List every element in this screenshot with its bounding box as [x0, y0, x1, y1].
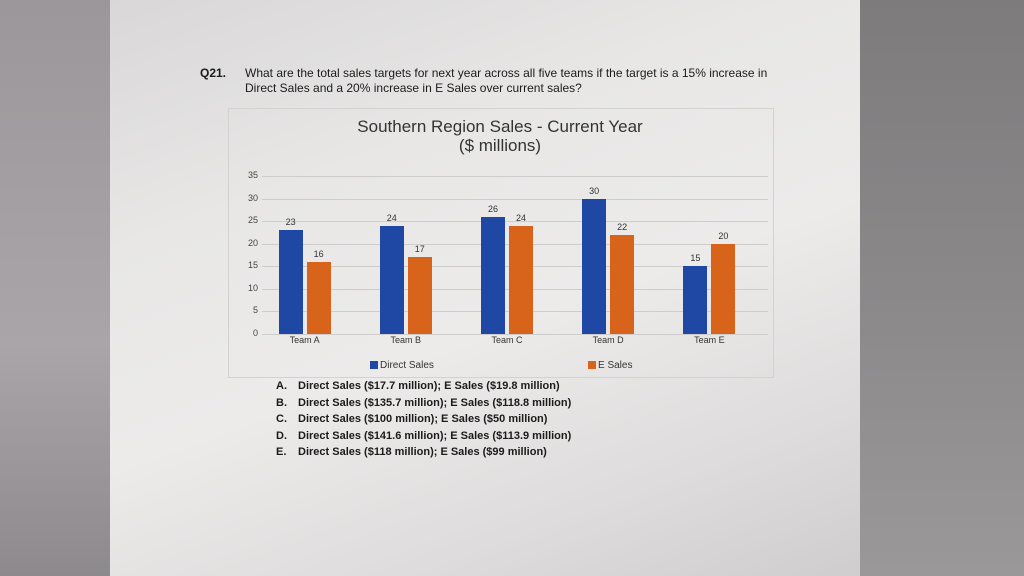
option-letter: C.	[276, 413, 287, 425]
bar-direct-sales-team-d	[582, 198, 607, 334]
gridline	[262, 334, 768, 335]
question-text: What are the total sales targets for nex…	[245, 66, 768, 95]
y-tick-label: 20	[247, 237, 258, 248]
bar-value-label: 22	[617, 221, 628, 232]
option-letter: B.	[276, 396, 287, 409]
answer-option-a[interactable]: A. Direct Sales ($17.7 million); E Sales …	[276, 378, 571, 395]
monitor-bezel-left	[0, 0, 110, 576]
answer-option-b[interactable]: B. Direct Sales ($135.7 million); E Sales…	[276, 395, 571, 412]
chart-title: Southern Region Sales - Current Year ($ …	[228, 117, 772, 155]
x-tick-label: Team A	[289, 335, 320, 345]
bar-value-label: 23	[285, 217, 296, 228]
option-text: Direct Sales ($118 million); E Sales ($9…	[298, 446, 547, 458]
y-tick-label: 35	[247, 170, 258, 180]
option-letter: E.	[276, 446, 287, 458]
option-letter: A.	[276, 380, 287, 392]
chart-frame	[228, 108, 774, 378]
bar-value-label: 26	[487, 203, 498, 214]
bar-e-sales-team-b	[407, 257, 432, 334]
bar-value-label: 30	[589, 185, 600, 196]
chart-subtitle: ($ millions)	[458, 136, 542, 155]
x-tick-label: Team D	[592, 335, 624, 345]
bar-e-sales-team-e	[711, 243, 736, 334]
y-tick-label: 30	[247, 192, 258, 203]
x-tick-label: Team B	[390, 335, 422, 345]
y-tick-label: 15	[247, 260, 258, 271]
bar-direct-sales-team-c	[481, 216, 505, 334]
option-letter: D.	[276, 429, 287, 442]
legend-direct-sales: Direct Sales	[370, 360, 434, 371]
legend-label-esales: E Sales	[598, 360, 633, 371]
question-number: Q21.	[200, 66, 227, 80]
bar-value-label: 24	[515, 212, 526, 223]
legend-label-direct: Direct Sales	[380, 360, 434, 371]
monitor-bezel-right	[860, 0, 1024, 576]
plot-area: 23 16 24 17 26 24 30 22 15 20	[262, 176, 768, 335]
bar-e-sales-team-d	[610, 234, 635, 334]
gridline	[262, 221, 768, 223]
y-tick-label: 25	[247, 215, 258, 226]
x-tick-label: Team C	[491, 335, 523, 345]
answer-option-d[interactable]: D. Direct Sales ($141.6 million); E Sales…	[276, 428, 571, 445]
y-tick-label: 0	[252, 328, 258, 338]
bar-e-sales-team-a	[306, 261, 331, 334]
legend-swatch-esales	[588, 361, 596, 369]
option-text: Direct Sales ($17.7 million); E Sales ($…	[298, 380, 560, 392]
bar-direct-sales-team-e	[683, 266, 708, 334]
bar-value-label: 17	[414, 244, 425, 255]
bar-direct-sales-team-b	[379, 225, 404, 334]
bar-value-label: 24	[386, 212, 397, 223]
bar-e-sales-team-c	[509, 225, 533, 334]
option-text: Direct Sales ($141.6 million); E Sales (…	[298, 429, 572, 442]
bar-direct-sales-team-a	[278, 230, 303, 334]
option-text: Direct Sales ($100 million); E Sales ($5…	[298, 413, 548, 425]
legend-swatch-direct	[370, 361, 378, 369]
y-tick-label: 5	[252, 305, 258, 316]
gridline	[262, 198, 768, 200]
option-text: Direct Sales ($135.7 million); E Sales (…	[298, 396, 572, 409]
chart-title-main: Southern Region Sales - Current Year	[357, 117, 643, 136]
bar-value-label: 15	[690, 253, 701, 264]
y-tick-label: 10	[247, 282, 258, 293]
answer-option-e[interactable]: E. Direct Sales ($118 million); E Sales (…	[276, 444, 571, 461]
legend-e-sales: E Sales	[588, 360, 632, 371]
answer-option-c[interactable]: C. Direct Sales ($100 million); E Sales (…	[276, 411, 571, 428]
bar-value-label: 16	[313, 248, 324, 259]
bar-value-label: 20	[718, 230, 729, 241]
gridline	[262, 176, 768, 177]
x-tick-label: Team E	[694, 335, 725, 345]
answer-options: A. Direct Sales ($17.7 million); E Sales …	[276, 378, 571, 461]
